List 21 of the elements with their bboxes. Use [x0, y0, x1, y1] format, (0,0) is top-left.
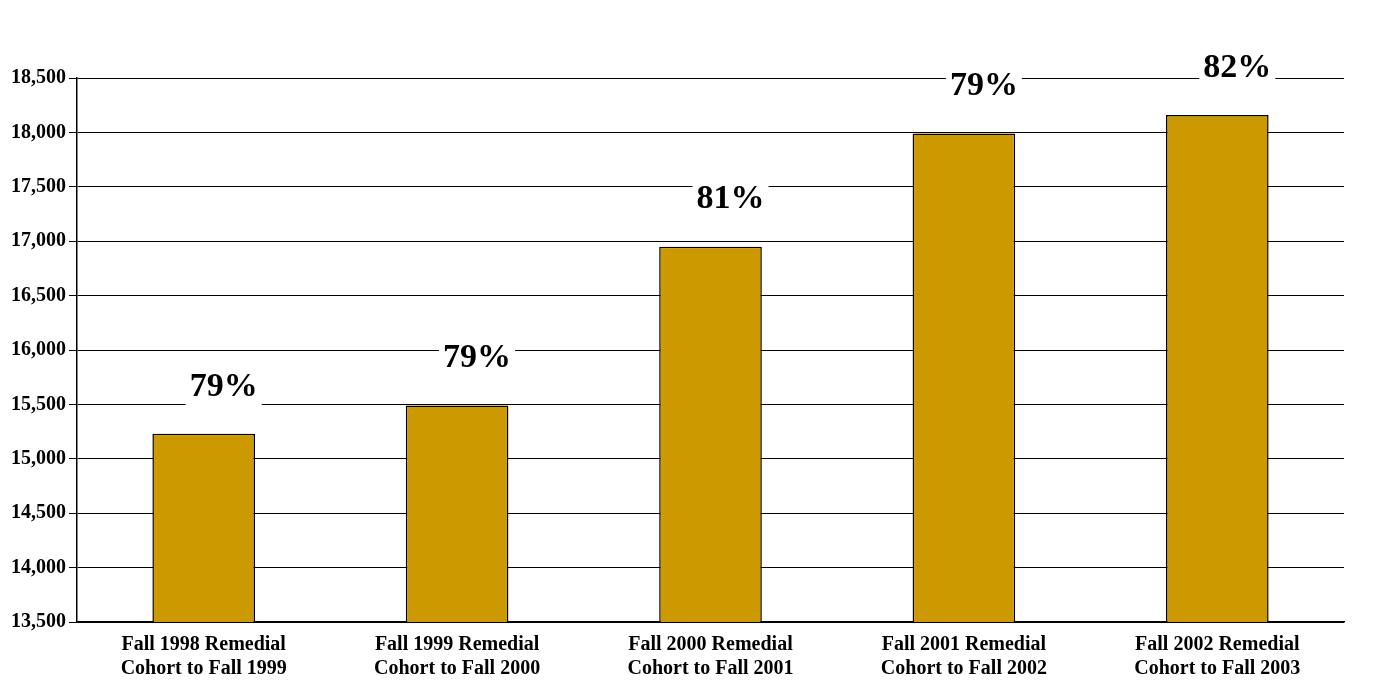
x-tick-label: Fall 1999 Remedial Cohort to Fall 2000	[374, 632, 541, 679]
y-tick-label: 16,000	[11, 337, 66, 360]
annotation: 81%	[696, 178, 765, 216]
y-tick-label: 18,500	[11, 65, 66, 88]
y-tick-label: 15,000	[11, 445, 66, 468]
annotation: 82%	[1203, 46, 1272, 84]
x-tick-label: Fall 1998 Remedial Cohort to Fall 1999	[120, 632, 287, 679]
y-tick-label: 13,500	[11, 609, 66, 632]
y-tick-label: 17,500	[11, 173, 66, 196]
y-tick-label: 16,500	[11, 282, 66, 305]
annotation: 79%	[949, 65, 1018, 103]
y-tick-label: 18,000	[11, 119, 66, 142]
annotation: 79%	[443, 337, 512, 375]
x-tick-label: Fall 2002 Remedial Cohort to Fall 2003	[1134, 632, 1301, 679]
y-tick-label: 17,000	[11, 228, 66, 251]
x-tick-label: Fall 2001 Remedial Cohort to Fall 2002	[880, 632, 1047, 679]
y-tick-label: 14,500	[11, 500, 66, 523]
x-tick-label: Fall 2000 Remedial Cohort to Fall 2001	[627, 632, 794, 679]
y-tick-label: 14,000	[11, 554, 66, 577]
y-tick-label: 15,500	[11, 391, 66, 414]
annotation: 79%	[189, 365, 258, 403]
